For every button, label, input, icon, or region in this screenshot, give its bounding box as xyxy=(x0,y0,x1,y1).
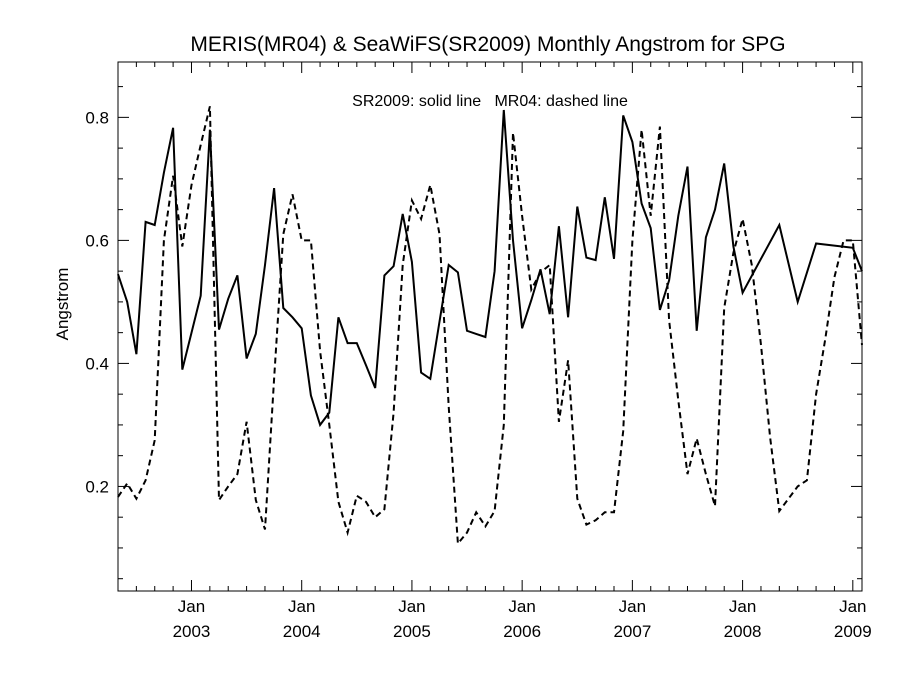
x-tick-month-label: Jan xyxy=(178,597,205,616)
x-tick-year-label: 2007 xyxy=(613,622,651,641)
series-line-mr04 xyxy=(117,106,863,547)
plot-frame xyxy=(117,61,863,592)
x-tick-year-label: 2009 xyxy=(834,622,872,641)
series-line-sr2009 xyxy=(117,109,863,428)
x-tick-month-label: Jan xyxy=(398,597,425,616)
y-tick-label: 0.2 xyxy=(85,477,109,496)
chart-title: MERIS(MR04) & SeaWiFS(SR2009) Monthly An… xyxy=(190,33,785,56)
series-legend-annotation: SR2009: solid line MR04: dashed line xyxy=(352,93,628,110)
x-tick-year-label: 2004 xyxy=(283,622,321,641)
x-tick-month-label: Jan xyxy=(619,597,646,616)
y-tick-label: 0.8 xyxy=(85,108,109,127)
x-tick-year-label: 2005 xyxy=(393,622,431,641)
x-tick-month-label: Jan xyxy=(839,597,866,616)
plot-area: 0.2 0.4 0.6 0.8 Jan 2003 Jan 2004 Jan 2005 Jan 2006… xyxy=(85,61,872,641)
x-tick-year-label: 2006 xyxy=(503,622,541,641)
x-tick-year-label: 2008 xyxy=(724,622,762,641)
y-axis-label: Angstrom xyxy=(53,268,72,341)
x-tick-month-label: Jan xyxy=(729,597,756,616)
x-tick-month-label: Jan xyxy=(508,597,535,616)
x-tick-month-label: Jan xyxy=(288,597,315,616)
y-tick-label: 0.4 xyxy=(85,354,109,373)
y-tick-label: 0.6 xyxy=(85,231,109,250)
x-tick-year-label: 2003 xyxy=(173,622,211,641)
